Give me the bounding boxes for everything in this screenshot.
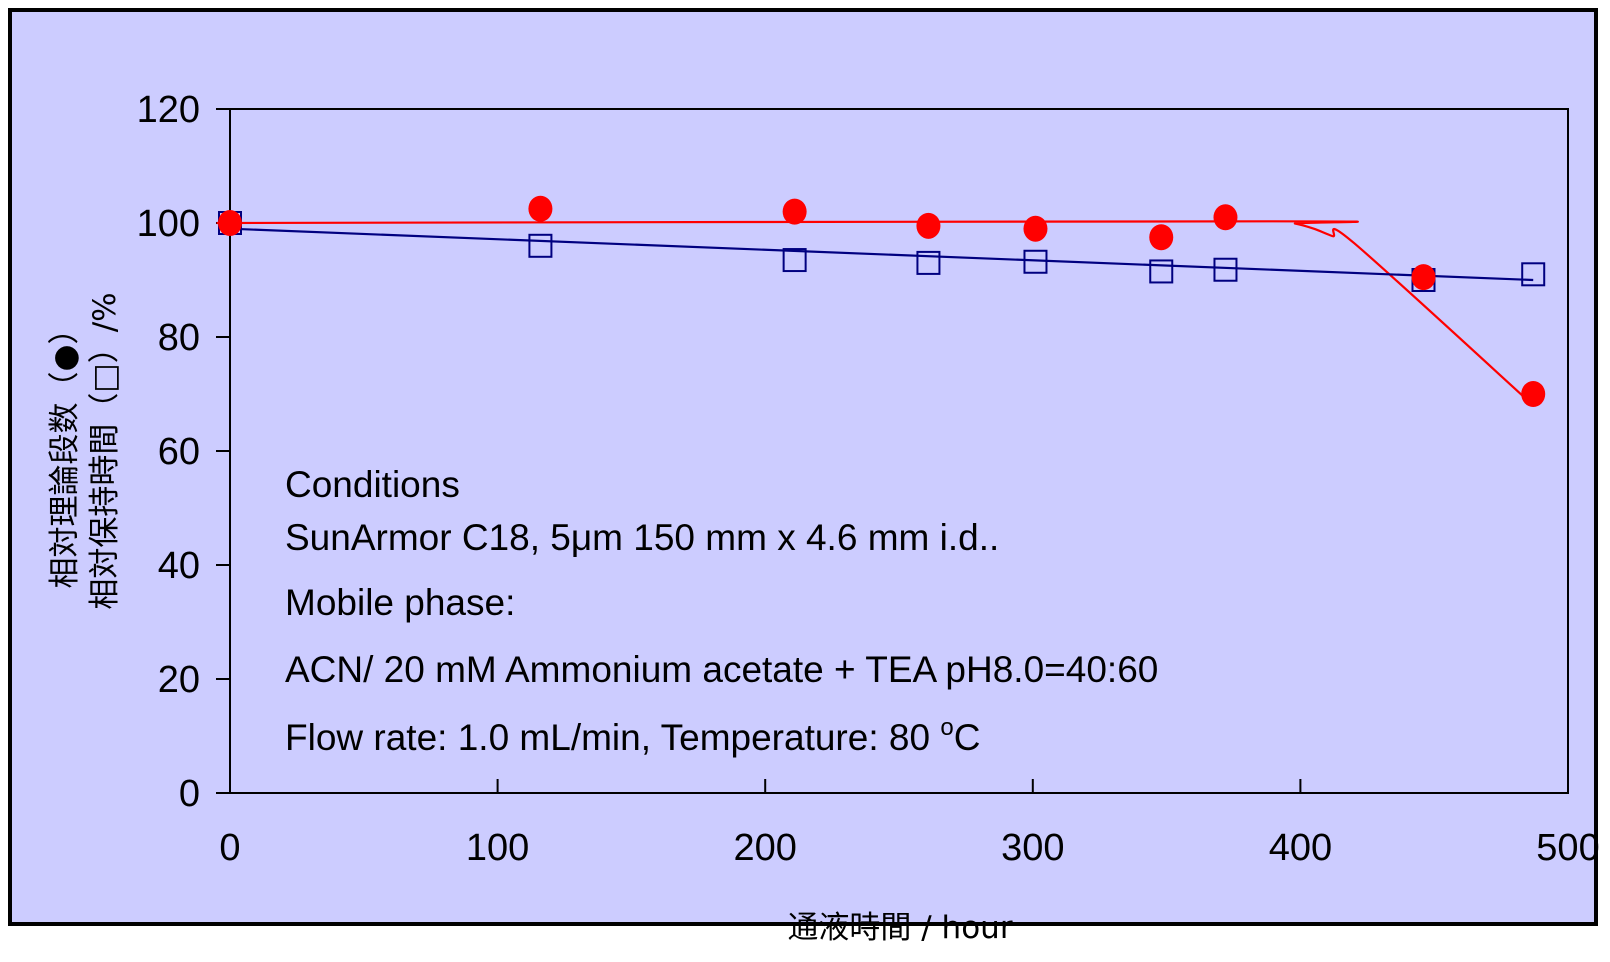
x-tick-label: 200 — [733, 827, 796, 869]
y-tick-label: 100 — [137, 203, 200, 245]
data-point-square — [1213, 257, 1238, 282]
annotation-line-3: Mobile phase: — [285, 582, 515, 623]
data-point-circle — [1213, 204, 1238, 231]
data-point-circle — [218, 210, 242, 236]
trendline-series-1 — [216, 220, 1534, 407]
x-tick-label: 300 — [1001, 827, 1064, 869]
data-point-square — [528, 233, 553, 258]
annotation-line-5: Flow rate: 1.0 mL/min, Temperature: 80 o… — [285, 714, 980, 758]
data-point-circle — [528, 195, 553, 222]
x-tick-label: 400 — [1269, 827, 1332, 869]
x-axis-label: 通液時間 / hour — [787, 910, 1012, 946]
annotation-flow-temp: Flow rate: 1.0 mL/min, Temperature: 80 — [285, 717, 940, 758]
trendline-series-2 — [229, 227, 1534, 282]
temp-unit: C — [954, 717, 981, 758]
y-tick-label: 60 — [158, 431, 200, 473]
annotation-line-1: Conditions — [285, 464, 460, 505]
annotation-line-2: SunArmor C18, 5μm 150 mm x 4.6 mm i.d.. — [285, 517, 999, 558]
data-point-circle — [1521, 381, 1546, 407]
x-tick-label: 0 — [219, 827, 240, 869]
data-point-circle — [782, 198, 807, 225]
y-tick-label: 0 — [179, 773, 200, 815]
x-tick-label: 100 — [466, 827, 529, 869]
x-tick-label: 500 — [1536, 827, 1599, 869]
annotation-line-4: ACN/ 20 mM Ammonium acetate + TEA pH8.0=… — [285, 649, 1158, 690]
y-tick-label: 80 — [158, 317, 200, 359]
y-tick-label: 40 — [158, 545, 200, 587]
data-point-circle — [1411, 264, 1436, 291]
data-point-circle — [1149, 224, 1174, 251]
y-tick-label: 20 — [158, 659, 200, 701]
data-point-circle — [916, 212, 941, 239]
data-point-circle — [1023, 215, 1048, 242]
data-point-square — [782, 248, 807, 273]
data-point-square — [916, 250, 941, 275]
degree-mark: o — [940, 714, 953, 741]
data-point-square — [1521, 262, 1546, 287]
y-axis-label-line-2: 相対保持時間（□）/% — [87, 292, 123, 609]
y-tick-label: 120 — [137, 89, 200, 131]
data-point-square — [1023, 249, 1048, 274]
data-point-square — [1149, 259, 1174, 284]
plot-area — [229, 108, 1569, 794]
y-axis-label-line-1: 相対理論段数（●） — [47, 313, 83, 588]
